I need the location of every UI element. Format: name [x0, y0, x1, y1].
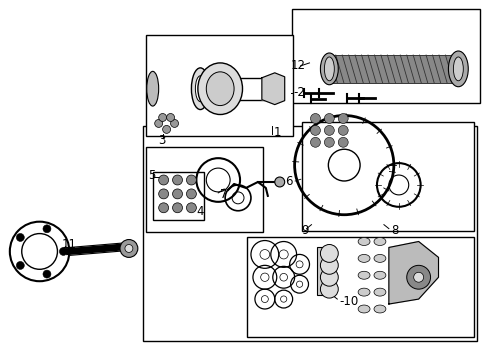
Circle shape [172, 203, 182, 213]
Circle shape [159, 203, 169, 213]
Circle shape [320, 256, 338, 274]
Circle shape [159, 175, 169, 185]
Ellipse shape [147, 71, 159, 106]
Text: 1: 1 [274, 126, 281, 139]
Circle shape [187, 203, 196, 213]
Ellipse shape [374, 238, 386, 246]
Circle shape [187, 189, 196, 199]
Ellipse shape [324, 57, 334, 81]
Bar [301, 122, 474, 231]
Circle shape [407, 265, 431, 289]
Text: -10: -10 [339, 294, 359, 307]
Ellipse shape [358, 305, 370, 313]
Text: 11: 11 [61, 238, 76, 251]
Text: 4: 4 [196, 205, 204, 218]
Circle shape [311, 113, 320, 123]
Bar [146, 35, 293, 136]
Ellipse shape [358, 238, 370, 246]
Circle shape [414, 272, 424, 282]
Text: -2: -2 [294, 86, 305, 99]
Circle shape [43, 270, 51, 278]
Circle shape [338, 125, 348, 135]
Circle shape [311, 125, 320, 135]
Circle shape [59, 247, 68, 255]
Circle shape [320, 244, 338, 262]
Circle shape [120, 239, 138, 257]
Bar [247, 237, 474, 337]
Text: 5: 5 [148, 168, 155, 181]
Circle shape [43, 225, 51, 233]
Ellipse shape [196, 76, 205, 102]
Bar [153, 172, 204, 220]
Circle shape [171, 120, 178, 127]
Text: 8: 8 [391, 224, 398, 237]
Bar [292, 9, 480, 103]
Circle shape [324, 137, 334, 147]
Text: 7: 7 [220, 188, 228, 201]
Polygon shape [262, 73, 285, 105]
Ellipse shape [374, 305, 386, 313]
Ellipse shape [358, 288, 370, 296]
Circle shape [167, 113, 174, 121]
Ellipse shape [320, 53, 338, 85]
Ellipse shape [453, 57, 464, 81]
Circle shape [163, 125, 171, 133]
Circle shape [159, 189, 169, 199]
Circle shape [324, 125, 334, 135]
Circle shape [338, 137, 348, 147]
Circle shape [324, 113, 334, 123]
Text: 6: 6 [285, 175, 292, 189]
Ellipse shape [198, 63, 243, 114]
Circle shape [311, 137, 320, 147]
Circle shape [172, 175, 182, 185]
Circle shape [275, 177, 285, 187]
Bar [146, 147, 263, 231]
Polygon shape [389, 242, 439, 304]
Ellipse shape [374, 255, 386, 262]
Circle shape [320, 268, 338, 286]
Ellipse shape [358, 255, 370, 262]
Circle shape [159, 113, 167, 121]
Ellipse shape [206, 72, 234, 105]
Ellipse shape [448, 51, 468, 87]
Circle shape [155, 120, 163, 127]
Text: 12: 12 [291, 59, 306, 72]
Ellipse shape [374, 271, 386, 279]
Ellipse shape [374, 288, 386, 296]
Bar [143, 126, 477, 341]
Circle shape [125, 244, 133, 252]
Text: 9: 9 [301, 224, 309, 237]
Bar [318, 247, 325, 295]
Bar [329, 55, 458, 83]
Circle shape [320, 280, 338, 298]
Text: 3: 3 [158, 134, 165, 147]
Circle shape [16, 234, 24, 242]
Circle shape [172, 189, 182, 199]
Circle shape [187, 175, 196, 185]
Circle shape [16, 261, 24, 269]
Ellipse shape [192, 68, 209, 109]
Circle shape [338, 113, 348, 123]
Ellipse shape [358, 271, 370, 279]
